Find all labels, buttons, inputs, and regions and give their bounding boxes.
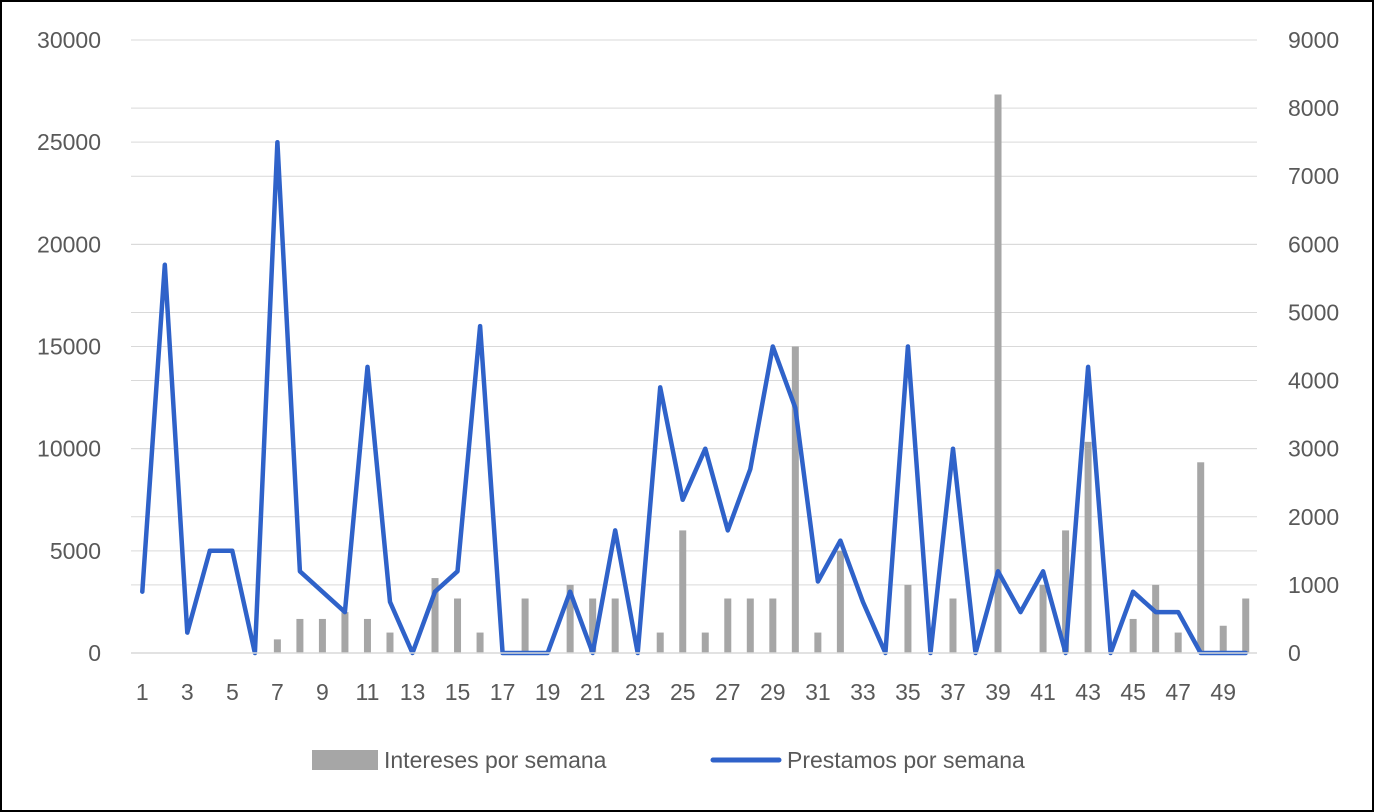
bar <box>318 618 326 653</box>
x-tick-label: 43 <box>1075 679 1101 705</box>
right-tick-label: 7000 <box>1288 163 1339 189</box>
bar <box>1129 618 1137 653</box>
bar <box>1152 584 1160 653</box>
series-line <box>140 139 1248 656</box>
left-y-axis: 0 5000 10000 15000 20000 25000 30000 <box>37 27 101 666</box>
right-tick-label: 6000 <box>1288 231 1339 257</box>
bar <box>701 632 709 653</box>
x-tick-label: 19 <box>535 679 561 705</box>
x-tick-label: 15 <box>445 679 471 705</box>
bar <box>746 598 754 653</box>
legend: Intereses por semana Prestamos por seman… <box>312 747 1025 773</box>
bar <box>1242 598 1250 653</box>
left-tick-label: 25000 <box>37 129 101 155</box>
left-tick-label: 10000 <box>37 436 101 462</box>
legend-label-prestamos: Prestamos por semana <box>787 747 1025 773</box>
x-tick-label: 45 <box>1120 679 1146 705</box>
bar <box>431 578 439 653</box>
bar <box>791 346 799 653</box>
bar <box>769 598 777 653</box>
bar <box>1197 462 1205 653</box>
bar <box>386 632 394 653</box>
bar <box>836 550 844 653</box>
bar <box>994 94 1002 653</box>
bar <box>1174 632 1182 653</box>
line-series-prestamos <box>140 139 1248 656</box>
bar <box>904 584 912 653</box>
legend-label-intereses: Intereses por semana <box>384 747 607 773</box>
right-tick-label: 5000 <box>1288 299 1339 325</box>
left-tick-label: 5000 <box>50 538 101 564</box>
x-tick-label: 47 <box>1165 679 1191 705</box>
x-axis: 1 3 5 7 9 11 13 15 17 19 21 23 25 27 29 31 33 35 37 39 41 43 4… <box>131 652 1257 705</box>
bar <box>1062 530 1070 653</box>
bar <box>1084 441 1092 653</box>
x-tick-label: 11 <box>356 679 380 705</box>
left-tick-label: 20000 <box>37 231 101 257</box>
bar <box>363 618 371 653</box>
left-tick-label: 30000 <box>37 27 101 53</box>
bar <box>476 632 484 653</box>
x-tick-label: 41 <box>1030 679 1056 705</box>
x-tick-label: 49 <box>1210 679 1236 705</box>
bar <box>589 598 597 653</box>
x-tick-label: 13 <box>400 679 426 705</box>
left-tick-label: 15000 <box>37 334 101 360</box>
bar <box>454 598 462 653</box>
bar <box>1039 584 1047 653</box>
x-tick-label: 1 <box>136 679 149 705</box>
legend-swatch-intereses <box>312 750 378 770</box>
x-tick-label: 33 <box>850 679 876 705</box>
x-tick-label: 3 <box>181 679 194 705</box>
right-tick-label: 9000 <box>1288 27 1339 53</box>
bar <box>814 632 822 653</box>
right-tick-label: 2000 <box>1288 504 1339 530</box>
x-tick-label: 39 <box>985 679 1011 705</box>
x-tick-label: 7 <box>271 679 284 705</box>
x-tick-label: 9 <box>316 679 329 705</box>
bar <box>341 612 349 653</box>
bar <box>656 632 664 653</box>
bar <box>949 598 957 653</box>
bar <box>679 530 687 653</box>
x-tick-label: 31 <box>805 679 831 705</box>
bar-series-intereses <box>273 94 1250 653</box>
x-tick-label: 27 <box>715 679 741 705</box>
right-tick-label: 0 <box>1288 640 1301 666</box>
bar <box>611 598 619 653</box>
right-tick-label: 4000 <box>1288 368 1339 394</box>
x-tick-label: 5 <box>226 679 239 705</box>
x-tick-label: 35 <box>895 679 921 705</box>
x-tick-label: 37 <box>940 679 966 705</box>
right-tick-label: 1000 <box>1288 572 1339 598</box>
bar <box>296 618 304 653</box>
bar <box>521 598 529 653</box>
bar <box>724 598 732 653</box>
bar <box>1219 625 1227 653</box>
right-tick-label: 3000 <box>1288 436 1339 462</box>
bar <box>273 639 281 653</box>
right-y-axis: 0 1000 2000 3000 4000 5000 6000 7000 8000 9000 <box>1288 27 1339 666</box>
bar <box>566 584 574 653</box>
x-tick-label: 23 <box>625 679 651 705</box>
x-tick-label: 21 <box>580 679 606 705</box>
x-tick-label: 17 <box>490 679 516 705</box>
left-tick-label: 0 <box>88 640 101 666</box>
right-tick-label: 8000 <box>1288 95 1339 121</box>
x-tick-label: 25 <box>670 679 696 705</box>
x-tick-label: 29 <box>760 679 786 705</box>
